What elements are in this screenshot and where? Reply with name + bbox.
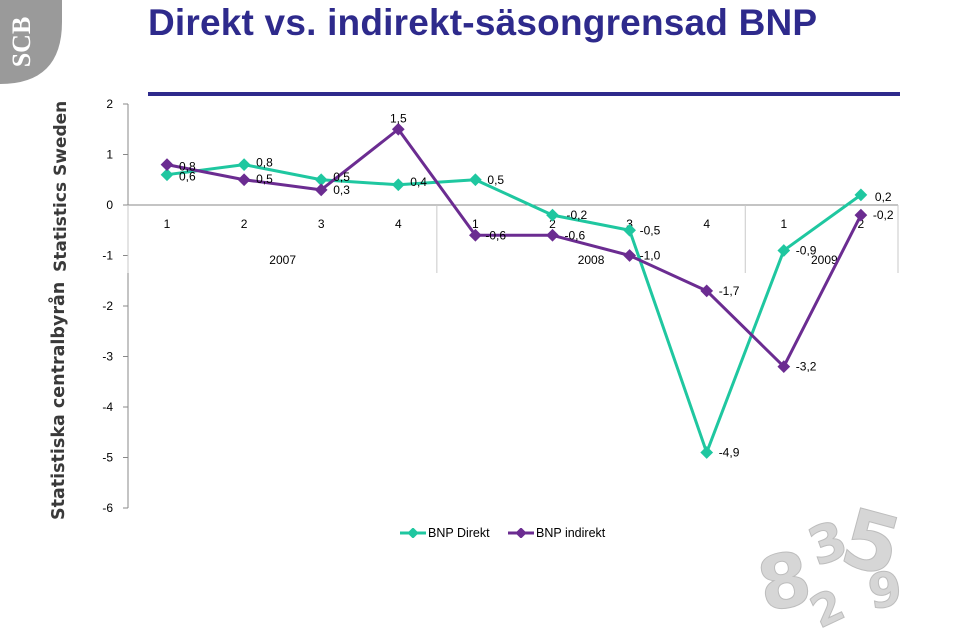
data-label-bnp-direkt: 0,6 [179,170,196,184]
data-label-bnp-direkt: -0,5 [640,223,661,237]
y-tick-label: -2 [102,299,113,313]
legend-marker-bnp-indirekt [508,528,534,538]
data-label-bnp-direkt: 0,4 [410,175,427,189]
data-point-bnp-direkt [546,208,559,222]
data-label-bnp-indirekt: -0,6 [485,228,506,242]
data-label-bnp-indirekt: 0,5 [256,172,273,186]
series-line-bnp-indirekt [166,127,863,369]
series-line-bnp-direkt [166,163,862,454]
data-point-bnp-direkt [391,178,405,192]
x-tick-label: 4 [703,217,710,231]
legend-label-bnp-indirekt: BNP indirekt [536,526,606,540]
x-tick-label: 4 [395,217,402,231]
x-year-label: 2008 [578,253,605,267]
data-point-bnp-direkt [314,173,328,187]
data-label-bnp-direkt: 0,5 [333,170,350,184]
x-tick-label: 2 [858,217,865,231]
y-tick-label: -4 [102,400,113,414]
data-label-bnp-indirekt: 0,8 [179,160,196,174]
x-year-label: 2007 [269,253,296,267]
data-point-bnp-indirekt [391,122,405,136]
x-tick-label: 3 [318,217,325,231]
data-label-bnp-direkt: -0,9 [796,243,817,257]
y-tick-label: -3 [102,350,113,364]
data-point-bnp-indirekt [854,208,868,222]
data-label-bnp-indirekt: 1,5 [390,111,407,125]
data-point-bnp-direkt [700,446,714,459]
data-label-bnp-indirekt: -0,6 [565,228,586,242]
x-tick-label: 3 [626,217,633,231]
data-label-bnp-direkt: 0,2 [875,190,892,204]
decorative-numbers-watermark: 8 3 5 9 2 [750,490,911,628]
x-tick-label: 1 [472,217,479,231]
data-point-bnp-indirekt [314,183,328,197]
data-label-bnp-direkt: -4,9 [719,445,740,459]
legend-label-bnp-direkt: BNP Direkt [428,526,490,540]
y-tick-label: -5 [102,451,113,465]
data-label-bnp-indirekt: 0,3 [333,183,350,197]
scb-logo: SCB [0,0,62,84]
legend-item-bnp-indirekt: BNP indirekt [508,526,605,540]
data-label-bnp-direkt: 0,5 [487,173,504,187]
data-point-bnp-direkt [623,223,636,237]
x-tick-label: 2 [241,217,248,231]
data-label-bnp-indirekt: -0,2 [873,208,894,222]
y-tick-label: -6 [102,501,113,515]
x-tick-label: 1 [164,217,171,231]
data-point-bnp-indirekt [237,173,251,187]
data-point-bnp-indirekt [546,228,559,242]
data-point-bnp-direkt [160,168,174,182]
y-tick-label: 2 [106,97,113,111]
data-point-bnp-direkt [469,173,482,187]
data-label-bnp-direkt: 0,8 [256,156,273,170]
page-title: Direkt vs. indirekt-säsongrensad BNP [148,2,818,43]
data-point-bnp-direkt [237,158,251,171]
svg-text:8: 8 [750,535,818,628]
legend-marker-bnp-direkt [400,528,426,538]
y-tick-label: 0 [106,198,113,212]
data-label-bnp-indirekt: -3,2 [796,360,817,374]
data-point-bnp-indirekt [469,228,482,242]
data-point-bnp-indirekt [623,249,636,262]
logo-text: SCB [7,17,36,68]
x-tick-label: 2 [549,217,556,231]
y-tick-label: -1 [102,249,113,263]
svg-text:9: 9 [865,561,906,621]
legend-item-bnp-direkt: BNP Direkt [400,526,490,540]
data-label-bnp-indirekt: -1,7 [719,284,740,298]
x-year-label: 2009 [811,253,838,267]
data-label-bnp-indirekt: -1,0 [640,249,661,263]
y-tick-label: 1 [106,148,113,162]
x-tick-label: 1 [780,217,787,231]
data-point-bnp-indirekt [160,158,174,171]
data-label-bnp-direkt: -0,2 [567,208,588,222]
